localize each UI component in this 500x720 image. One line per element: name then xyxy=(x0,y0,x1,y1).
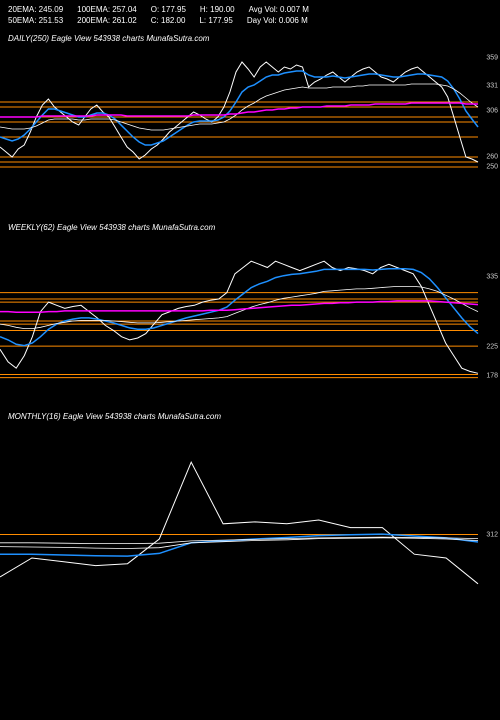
axis-label: 178 xyxy=(486,373,498,380)
axis-label: 225 xyxy=(486,343,498,350)
panel-title-0: DAILY(250) Eagle View 543938 charts Muna… xyxy=(0,28,500,47)
header-row-2: 50EMA: 251.53 200EMA: 261.02 C: 182.00 L… xyxy=(8,15,492,26)
ema200-label: 200EMA: 261.02 xyxy=(77,15,137,26)
ema50-label: 50EMA: 251.53 xyxy=(8,15,63,26)
high-label: H: 190.00 xyxy=(200,4,235,15)
close-label: C: 182.00 xyxy=(151,15,186,26)
axis-label: 359 xyxy=(486,55,498,62)
chart-panel-1: 335 225 178 xyxy=(0,236,500,406)
ema20-label: 20EMA: 245.09 xyxy=(8,4,63,15)
axis-label: 306 xyxy=(486,108,498,115)
ema100-label: 100EMA: 257.04 xyxy=(77,4,137,15)
axis-label: 312 xyxy=(486,531,498,538)
series-price xyxy=(0,463,478,585)
axis-label: 250 xyxy=(486,164,498,171)
series-price xyxy=(0,262,478,374)
open-label: O: 177.95 xyxy=(151,4,186,15)
panel-title-1: WEEKLY(62) Eagle View 543938 charts Muna… xyxy=(0,217,500,236)
dayvol-label: Day Vol: 0.006 M xyxy=(247,15,308,26)
header: 20EMA: 245.09 100EMA: 257.04 O: 177.95 H… xyxy=(0,0,500,28)
header-row-1: 20EMA: 245.09 100EMA: 257.04 O: 177.95 H… xyxy=(8,4,492,15)
axis-label: 335 xyxy=(486,274,498,281)
chart-panel-2: 312 xyxy=(0,425,500,615)
axis-label: 260 xyxy=(486,154,498,161)
panel-title-2: MONTHLY(16) Eagle View 543938 charts Mun… xyxy=(0,406,500,425)
low-label: L: 177.95 xyxy=(199,15,232,26)
series-ema20 xyxy=(0,71,478,145)
avgvol-label: Avg Vol: 0.007 M xyxy=(249,4,309,15)
chart-panel-0: 359 331 306 260 250 xyxy=(0,47,500,217)
axis-label: 331 xyxy=(486,83,498,90)
